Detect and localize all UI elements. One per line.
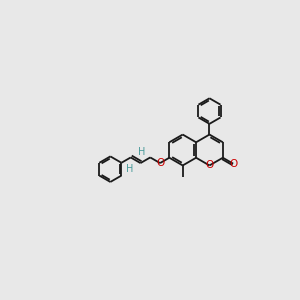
Text: H: H [138,146,146,157]
Text: O: O [205,160,214,170]
Text: O: O [156,158,164,168]
Text: O: O [229,159,237,169]
Text: H: H [125,164,133,174]
